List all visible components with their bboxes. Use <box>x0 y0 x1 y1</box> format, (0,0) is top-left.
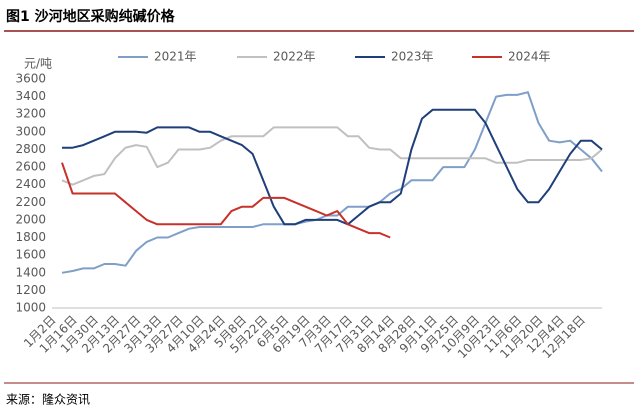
series-line <box>61 126 603 186</box>
y-tick-label: 1000 <box>15 301 46 315</box>
y-tick-label: 1600 <box>15 248 46 262</box>
legend-label: 2021年 <box>154 50 197 64</box>
y-tick-label: 3600 <box>15 72 46 86</box>
y-tick-label: 2000 <box>15 212 46 226</box>
series-line <box>62 108 603 226</box>
y-tick-label: 2200 <box>15 195 46 209</box>
y-tick-label: 3400 <box>15 89 46 103</box>
source: 来源：隆众资讯 <box>6 392 90 407</box>
y-tick-label: 3200 <box>15 107 46 121</box>
series-line <box>61 91 603 274</box>
y-tick-label: 1200 <box>15 283 46 297</box>
y-axis-label: 元/吨 <box>24 57 52 71</box>
y-tick-label: 2600 <box>15 160 46 174</box>
legend-label: 2023年 <box>391 50 434 64</box>
chart-title: 图1 沙河地区采购纯碱价格 <box>6 8 176 25</box>
y-tick-label: 2800 <box>15 142 46 156</box>
y-tick-label: 1400 <box>15 265 46 279</box>
y-tick-label: 3000 <box>15 124 46 138</box>
y-tick-label: 1800 <box>15 230 46 244</box>
legend-label: 2024年 <box>508 50 551 64</box>
legend-label: 2022年 <box>273 50 316 64</box>
y-tick-label: 2400 <box>15 177 46 191</box>
series-line <box>61 162 391 239</box>
